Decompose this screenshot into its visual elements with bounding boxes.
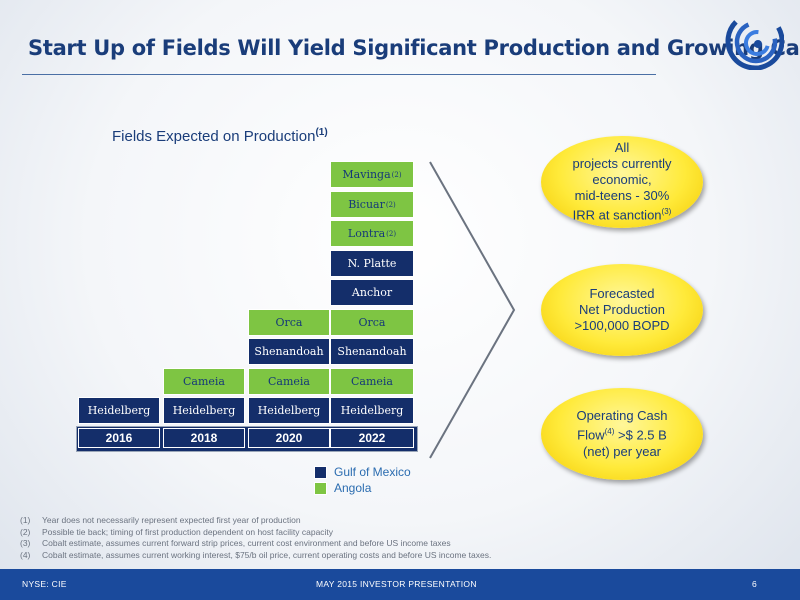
- chart-subtitle-text: Fields Expected on Production: [112, 128, 316, 145]
- cobalt-logo-icon: [725, 11, 784, 70]
- callout-cash-note: (4): [604, 427, 615, 437]
- footnote: (1) Year does not necessarily represent e…: [20, 515, 491, 527]
- field-name: Cameia: [183, 375, 225, 388]
- year-cell-2018: 2018: [163, 428, 245, 448]
- field-name: Lontra: [347, 227, 386, 240]
- legend-swatch-angola: [314, 481, 327, 495]
- footnote: (4) Cobalt estimate, assumes current work…: [20, 550, 491, 562]
- footnote: (3) Cobalt estimate, assumes current forw…: [20, 538, 491, 550]
- title-divider: [22, 74, 656, 75]
- field-name: Shenandoah: [337, 345, 407, 358]
- footnote-text: Cobalt estimate, assumes current working…: [42, 549, 492, 560]
- callout-cash-line: Operating Cash: [576, 408, 668, 424]
- callout-irr-last: IRR at sanction: [572, 207, 662, 223]
- field-name: Heidelberg: [172, 404, 236, 417]
- field-name: Orca: [358, 316, 386, 329]
- chart-subtitle-note: (1): [315, 127, 328, 138]
- chart-subtitle: Fields Expected on Production(1): [112, 127, 328, 145]
- year-cell-2022: 2022: [330, 428, 414, 448]
- field-cell-heidelberg: Heidelberg: [330, 397, 414, 424]
- field-cell-anchor: Anchor: [330, 279, 414, 306]
- field-cell-heidelberg: Heidelberg: [248, 397, 330, 424]
- field-cell-orca: Orca: [248, 309, 330, 336]
- field-name: Orca: [275, 316, 303, 329]
- callout-irr-line: economic,: [592, 172, 652, 188]
- callout-production-line: Forecasted: [589, 286, 655, 301]
- callout-cash-flow: Operating Cash Flow(4) >$ 2.5 B (net) pe…: [541, 388, 703, 480]
- field-name: Shenandoah: [254, 345, 324, 358]
- field-note: (2): [386, 229, 397, 238]
- footnote-number: (3): [20, 538, 31, 548]
- field-note: (2): [385, 200, 396, 209]
- field-cell-lontra: Lontra (2): [330, 220, 414, 247]
- callout-irr-note: (3): [661, 207, 672, 217]
- field-cell-mavinga: Mavinga (2): [330, 161, 414, 188]
- legend-label-angola: Angola: [334, 481, 372, 495]
- callout-cash-line: Flow(4) >$ 2.5 B: [576, 424, 667, 443]
- footnote-text: Year does not necessarily represent expe…: [42, 515, 301, 525]
- callout-cash-line: (net) per year: [582, 443, 662, 459]
- field-name: Bicuar: [348, 198, 385, 211]
- callout-production-line: >100,000 BOPD: [574, 318, 670, 333]
- callout-production: Forecasted Net Production >100,000 BOPD: [541, 264, 703, 356]
- year-cell-2020: 2020: [248, 428, 330, 448]
- callout-irr-line: mid-teens - 30%: [574, 188, 670, 204]
- footer-ticker: NYSE: CIE: [22, 579, 67, 589]
- field-name: Heidelberg: [87, 404, 151, 417]
- chevron-right-icon: [429, 161, 516, 459]
- footnote-text: Cobalt estimate, assumes current forward…: [42, 538, 451, 548]
- field-note: (2): [391, 170, 402, 179]
- callout-irr: All projects currently economic, mid-tee…: [541, 136, 703, 228]
- field-name: N. Platte: [347, 257, 397, 270]
- field-cell-bicuar: Bicuar (2): [330, 191, 414, 218]
- callout-cash-amount: >$ 2.5 B: [614, 427, 667, 443]
- legend-label-gulf: Gulf of Mexico: [334, 465, 411, 479]
- legend-item-angola: Angola: [314, 480, 411, 496]
- callout-irr-line: IRR at sanction(3): [573, 204, 672, 223]
- field-name: Mavinga: [342, 168, 391, 181]
- field-cell-cameia: Cameia: [248, 368, 330, 395]
- field-cell-orca: Orca: [330, 309, 414, 336]
- footnotes: (1) Year does not necessarily represent e…: [20, 515, 491, 561]
- callout-cash-flow-word: Flow: [577, 427, 605, 443]
- field-cell-heidelberg: Heidelberg: [163, 397, 245, 424]
- field-name: Cameia: [268, 375, 310, 388]
- legend-item-gulf: Gulf of Mexico: [314, 464, 411, 480]
- footer-bar: NYSE: CIE MAY 2015 INVESTOR PRESENTATION…: [0, 569, 800, 600]
- footnote-number: (1): [20, 515, 31, 525]
- field-cell-shenandoah: Shenandoah: [330, 338, 414, 365]
- field-cell-cameia: Cameia: [163, 368, 245, 395]
- field-name: Heidelberg: [257, 404, 321, 417]
- field-cell-cameia: Cameia: [330, 368, 414, 395]
- callout-production-line: Net Production: [578, 302, 665, 317]
- year-cell-2016: 2016: [78, 428, 160, 448]
- legend: Gulf of Mexico Angola: [314, 464, 411, 496]
- footnote-number: (4): [20, 549, 31, 560]
- footer-presentation: MAY 2015 INVESTOR PRESENTATION: [316, 579, 477, 589]
- callout-irr-line: All: [614, 140, 630, 156]
- callout-irr-line: projects currently: [572, 156, 672, 172]
- page-number: 6: [752, 579, 758, 589]
- footnote: (2) Possible tie back; timing of first pr…: [20, 527, 491, 539]
- field-name: Heidelberg: [340, 404, 404, 417]
- footnote-number: (2): [20, 526, 31, 537]
- legend-swatch-gulf: [314, 465, 327, 479]
- field-cell-heidelberg: Heidelberg: [78, 397, 160, 424]
- field-cell-n-platte: N. Platte: [330, 250, 414, 277]
- field-cell-shenandoah: Shenandoah: [248, 338, 330, 365]
- slide-title: Start Up of Fields Will Yield Significan…: [28, 36, 800, 60]
- footnote-text: Possible tie back; timing of first produ…: [42, 526, 334, 537]
- field-name: Cameia: [351, 375, 393, 388]
- field-name: Anchor: [351, 286, 393, 299]
